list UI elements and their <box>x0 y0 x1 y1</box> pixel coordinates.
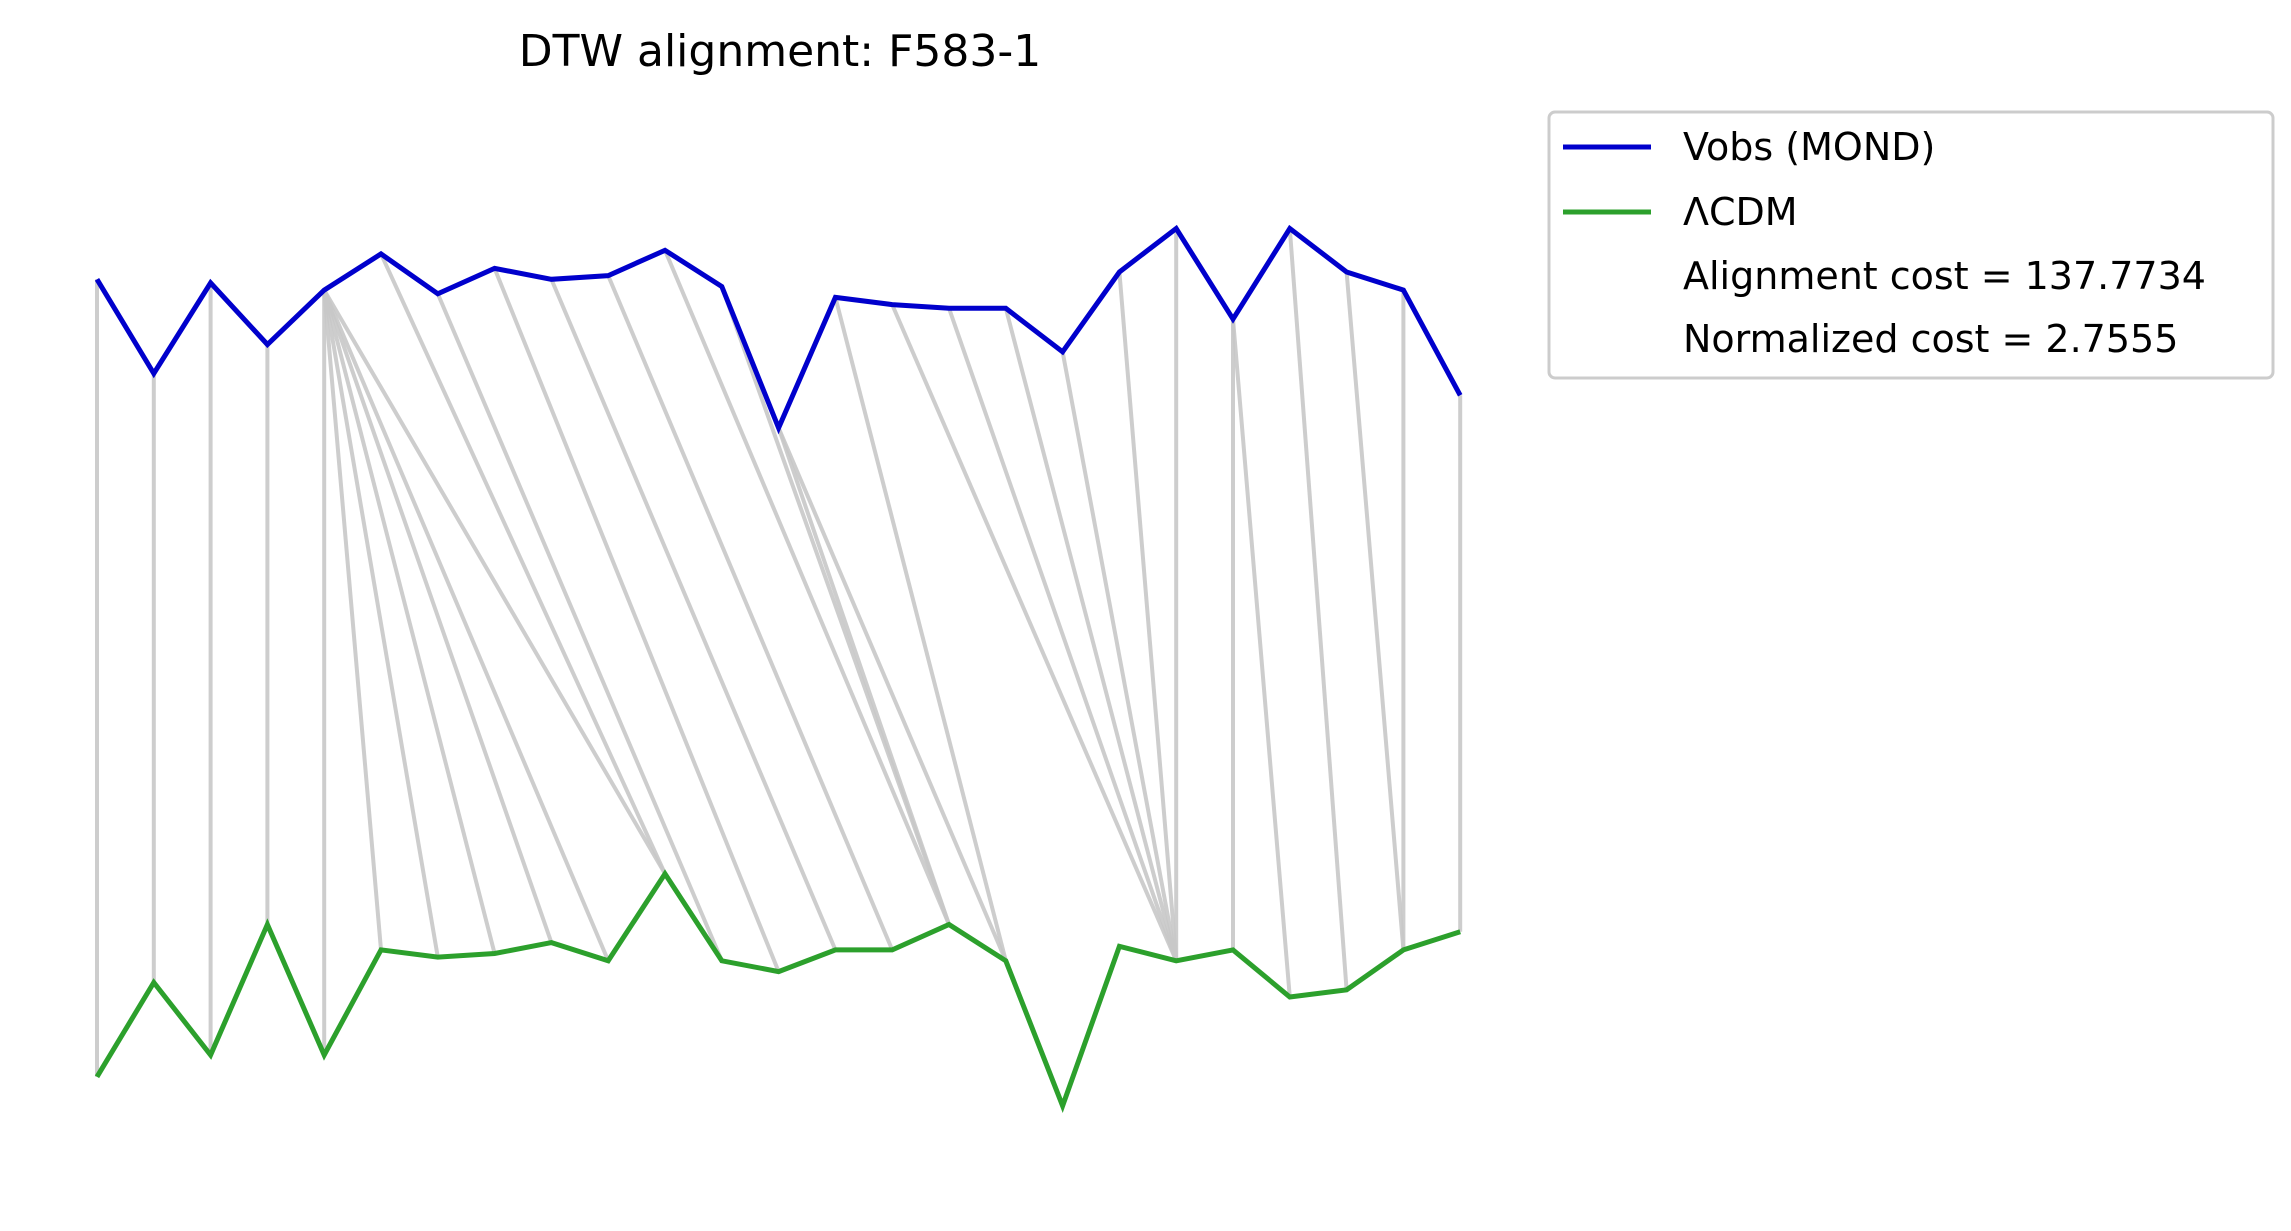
alignment-line-13 <box>492 267 781 973</box>
series-line-lcdm <box>94 869 1461 1113</box>
alignment-line-18 <box>776 427 951 926</box>
legend-label-lcdm: ΛCDM <box>1683 190 1798 234</box>
chart-title: DTW alignment: F583-1 <box>519 26 1042 77</box>
legend-label-vobs: Vobs (MOND) <box>1683 125 1935 169</box>
alignment-lines <box>95 228 1463 1077</box>
alignment-line-29 <box>1287 228 1349 990</box>
alignment-line-7 <box>322 289 497 954</box>
alignment-line-16 <box>663 249 951 926</box>
alignment-line-11 <box>379 253 667 875</box>
legend: Vobs (MOND) ΛCDM Alignment cost = 137.77… <box>1547 110 2275 380</box>
alignment-line-10 <box>322 289 667 875</box>
alignment-line-24 <box>1060 351 1179 962</box>
alignment-line-9 <box>322 289 611 962</box>
alignment-line-23 <box>1003 307 1179 962</box>
series-lines <box>94 224 1463 1113</box>
alignment-line-19 <box>776 427 1008 962</box>
alignment-line-21 <box>890 303 1179 962</box>
alignment-line-12 <box>435 292 724 962</box>
alignment-line-28 <box>1231 318 1292 998</box>
alignment-line-20 <box>833 296 1008 962</box>
alignment-line-15 <box>606 274 895 951</box>
legend-frame <box>1547 110 2275 380</box>
legend-normalized-cost: Normalized cost = 2.7555 <box>1683 317 2178 361</box>
alignment-line-25 <box>1117 271 1179 961</box>
alignment-line-14 <box>549 278 838 951</box>
alignment-line-22 <box>947 307 1179 962</box>
alignment-line-6 <box>322 289 440 958</box>
alignment-line-8 <box>322 289 554 944</box>
alignment-line-5 <box>322 289 383 951</box>
series-line-vobs <box>94 224 1463 435</box>
legend-alignment-cost: Alignment cost = 137.7734 <box>1683 254 2206 298</box>
alignment-line-30 <box>1344 271 1406 951</box>
